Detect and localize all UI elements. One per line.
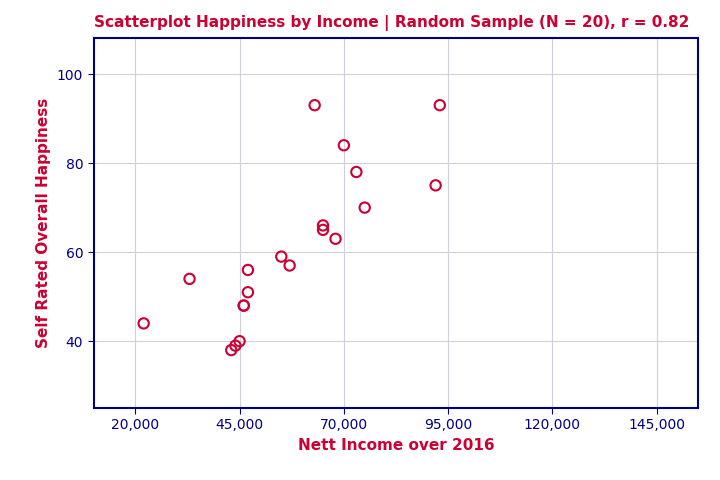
Point [309,101,320,109]
Point [238,302,250,310]
Y-axis label: Self Rated Overall Happiness: Self Rated Overall Happiness [36,98,51,348]
Point [184,275,195,283]
Point [430,181,441,189]
X-axis label: Nett Income over 2016: Nett Income over 2016 [297,438,495,453]
Point [230,342,241,349]
Point [359,204,371,212]
Point [225,346,237,354]
Point [138,320,150,327]
Point [284,262,295,269]
Point [242,288,253,296]
Text: Scatterplot Happiness by Income | Random Sample (N = 20), r = 0.82: Scatterplot Happiness by Income | Random… [94,15,689,31]
Point [238,302,250,310]
Point [330,235,341,242]
Point [234,337,246,345]
Point [338,142,350,149]
Point [434,101,446,109]
Point [276,253,287,261]
Point [318,226,329,234]
Point [351,168,362,176]
Point [242,266,253,274]
Point [318,222,329,229]
